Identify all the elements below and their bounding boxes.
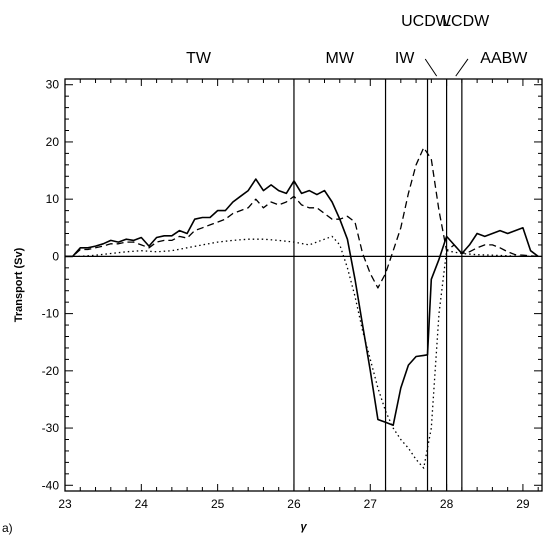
series-line-solid: [65, 178, 539, 427]
label-pointer-1: [455, 58, 469, 77]
boundary-lines: [293, 79, 463, 491]
x-tick-label: 24: [135, 497, 149, 511]
water-mass-label: LCDW: [442, 13, 490, 30]
x-tick-label: 27: [364, 497, 378, 511]
y-tick-label: -10: [42, 307, 60, 321]
axis-ticks: [64, 79, 542, 491]
x-tick-label: 29: [516, 497, 530, 511]
water-mass-label: AABW: [480, 50, 528, 67]
label-pointers: [424, 58, 469, 77]
series-line-dashed: [65, 147, 539, 289]
y-tick-label: 20: [46, 135, 60, 149]
water-mass-label: UCDW: [401, 13, 452, 30]
y-tick-label: 10: [46, 192, 60, 206]
y-tick-labels: -40 -30 -20 -10 0 10 20 30: [42, 78, 60, 493]
x-tick-label: 25: [211, 497, 225, 511]
x-tick-labels: 23 24 25 26 27 28 29: [58, 497, 530, 511]
y-axis-title: Transport (Sv): [13, 247, 25, 322]
y-tick-label: 30: [46, 78, 60, 92]
series-lines: [65, 147, 539, 469]
water-mass-label: IW: [395, 50, 415, 67]
x-tick-label: 26: [287, 497, 301, 511]
plot-frame: [64, 78, 543, 492]
water-mass-label: TW: [186, 50, 212, 67]
water-mass-label: MW: [326, 50, 355, 67]
x-tick-label: 28: [440, 497, 454, 511]
y-tick-label: -40: [42, 478, 60, 492]
series-line-dotted: [65, 235, 539, 469]
y-tick-label: -20: [42, 364, 60, 378]
x-axis-title: γ: [300, 521, 307, 533]
panel-label: a): [2, 521, 13, 535]
y-tick-label: -30: [42, 421, 60, 435]
y-tick-label: 0: [52, 249, 59, 263]
x-tick-label: 23: [58, 497, 72, 511]
label-pointer-0: [424, 58, 438, 77]
